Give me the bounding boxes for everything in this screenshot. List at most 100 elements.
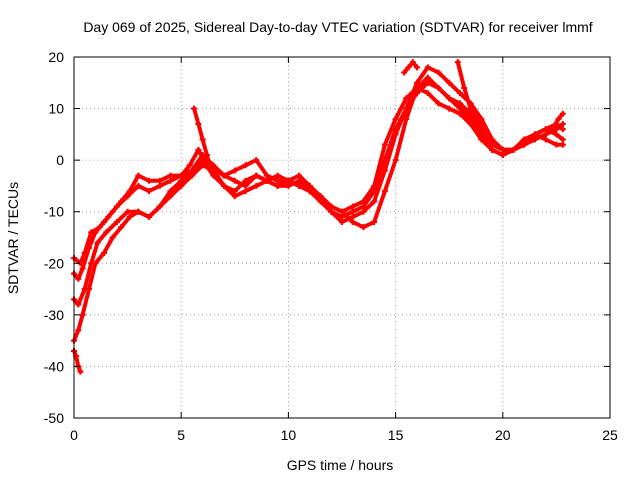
y-tick-label: -10 bbox=[44, 204, 64, 220]
data-point bbox=[456, 110, 463, 117]
data-point bbox=[167, 177, 174, 184]
x-tick-label: 20 bbox=[495, 427, 511, 443]
data-point bbox=[221, 182, 228, 189]
x-axis-label: GPS time / hours bbox=[287, 457, 394, 473]
data-point bbox=[317, 193, 324, 200]
data-point bbox=[203, 151, 210, 158]
data-point bbox=[186, 162, 193, 169]
data-point bbox=[328, 203, 335, 210]
series-line-spur-start bbox=[72, 349, 83, 374]
data-point bbox=[118, 198, 125, 205]
data-point bbox=[94, 239, 101, 246]
data-point bbox=[126, 213, 133, 220]
x-tick-label: 15 bbox=[388, 427, 404, 443]
data-point bbox=[156, 182, 163, 189]
series-line-spur-16h bbox=[402, 60, 419, 75]
data-point bbox=[405, 64, 412, 71]
data-series bbox=[71, 59, 566, 375]
data-point bbox=[317, 198, 324, 205]
data-point bbox=[101, 219, 108, 226]
data-point bbox=[339, 213, 345, 220]
data-point bbox=[401, 69, 408, 76]
data-point bbox=[424, 74, 431, 81]
data-point bbox=[146, 213, 153, 220]
data-point bbox=[118, 224, 125, 231]
data-point bbox=[414, 84, 421, 91]
data-point bbox=[349, 208, 356, 215]
data-point bbox=[339, 219, 345, 226]
data-point bbox=[424, 90, 431, 97]
data-point bbox=[474, 115, 481, 122]
series-line-trace-1 bbox=[72, 85, 565, 266]
data-point bbox=[109, 208, 116, 215]
data-point bbox=[253, 182, 260, 189]
data-point bbox=[467, 105, 474, 112]
grid-lines bbox=[74, 57, 610, 418]
y-tick-label: -40 bbox=[44, 358, 64, 374]
data-point bbox=[542, 136, 549, 143]
data-point bbox=[199, 136, 206, 143]
data-point bbox=[124, 208, 131, 215]
data-point bbox=[306, 188, 313, 195]
data-point bbox=[559, 110, 566, 117]
data-point bbox=[242, 182, 249, 189]
data-point bbox=[77, 368, 84, 375]
data-point bbox=[482, 126, 489, 133]
axis-ticks bbox=[73, 56, 611, 419]
data-point bbox=[549, 126, 556, 133]
data-point bbox=[188, 167, 195, 174]
data-point bbox=[109, 234, 116, 241]
data-point bbox=[392, 115, 399, 122]
data-point bbox=[531, 136, 538, 143]
data-point bbox=[178, 172, 185, 179]
chart-title: Day 069 of 2025, Sidereal Day-to-day VTE… bbox=[83, 19, 592, 35]
data-point bbox=[446, 105, 453, 112]
data-point bbox=[553, 141, 560, 148]
data-point bbox=[75, 327, 82, 334]
data-point bbox=[360, 208, 367, 215]
x-tick-label: 5 bbox=[177, 427, 185, 443]
y-tick-label: -50 bbox=[44, 410, 64, 426]
data-point bbox=[135, 208, 142, 215]
series-line-trace-4 bbox=[72, 75, 565, 343]
data-point bbox=[242, 177, 249, 184]
data-point bbox=[135, 172, 142, 179]
data-point bbox=[167, 172, 174, 179]
data-point bbox=[403, 95, 410, 102]
y-axis-label: SDTVAR / TECUs bbox=[5, 182, 21, 294]
data-point bbox=[146, 177, 153, 184]
data-point bbox=[285, 177, 292, 184]
data-point bbox=[381, 188, 388, 195]
data-point bbox=[392, 131, 399, 138]
series-line-trace-3 bbox=[72, 65, 565, 307]
data-point bbox=[454, 59, 461, 66]
data-point bbox=[360, 203, 367, 210]
data-point bbox=[424, 64, 431, 71]
data-point bbox=[75, 275, 82, 282]
data-point bbox=[559, 136, 566, 143]
data-point bbox=[381, 167, 388, 174]
data-point bbox=[328, 208, 335, 215]
data-point bbox=[489, 146, 496, 153]
data-point bbox=[435, 84, 442, 91]
data-point bbox=[510, 146, 517, 153]
data-point bbox=[178, 182, 185, 189]
data-point bbox=[231, 177, 238, 184]
data-point bbox=[456, 90, 463, 97]
data-point bbox=[195, 121, 202, 128]
y-tick-label: 0 bbox=[56, 152, 64, 168]
data-point bbox=[446, 95, 453, 102]
data-point bbox=[409, 59, 416, 66]
data-point bbox=[79, 265, 86, 272]
data-point bbox=[242, 162, 249, 169]
data-point bbox=[208, 167, 215, 174]
data-point bbox=[349, 213, 356, 220]
data-point bbox=[553, 131, 560, 138]
data-point bbox=[199, 157, 206, 164]
data-point bbox=[146, 188, 153, 195]
data-point bbox=[381, 141, 388, 148]
data-point bbox=[167, 193, 174, 200]
x-tick-label: 25 bbox=[602, 427, 618, 443]
y-tick-labels: -50 -40 -30 -20 -10 0 10 20 bbox=[44, 49, 64, 426]
